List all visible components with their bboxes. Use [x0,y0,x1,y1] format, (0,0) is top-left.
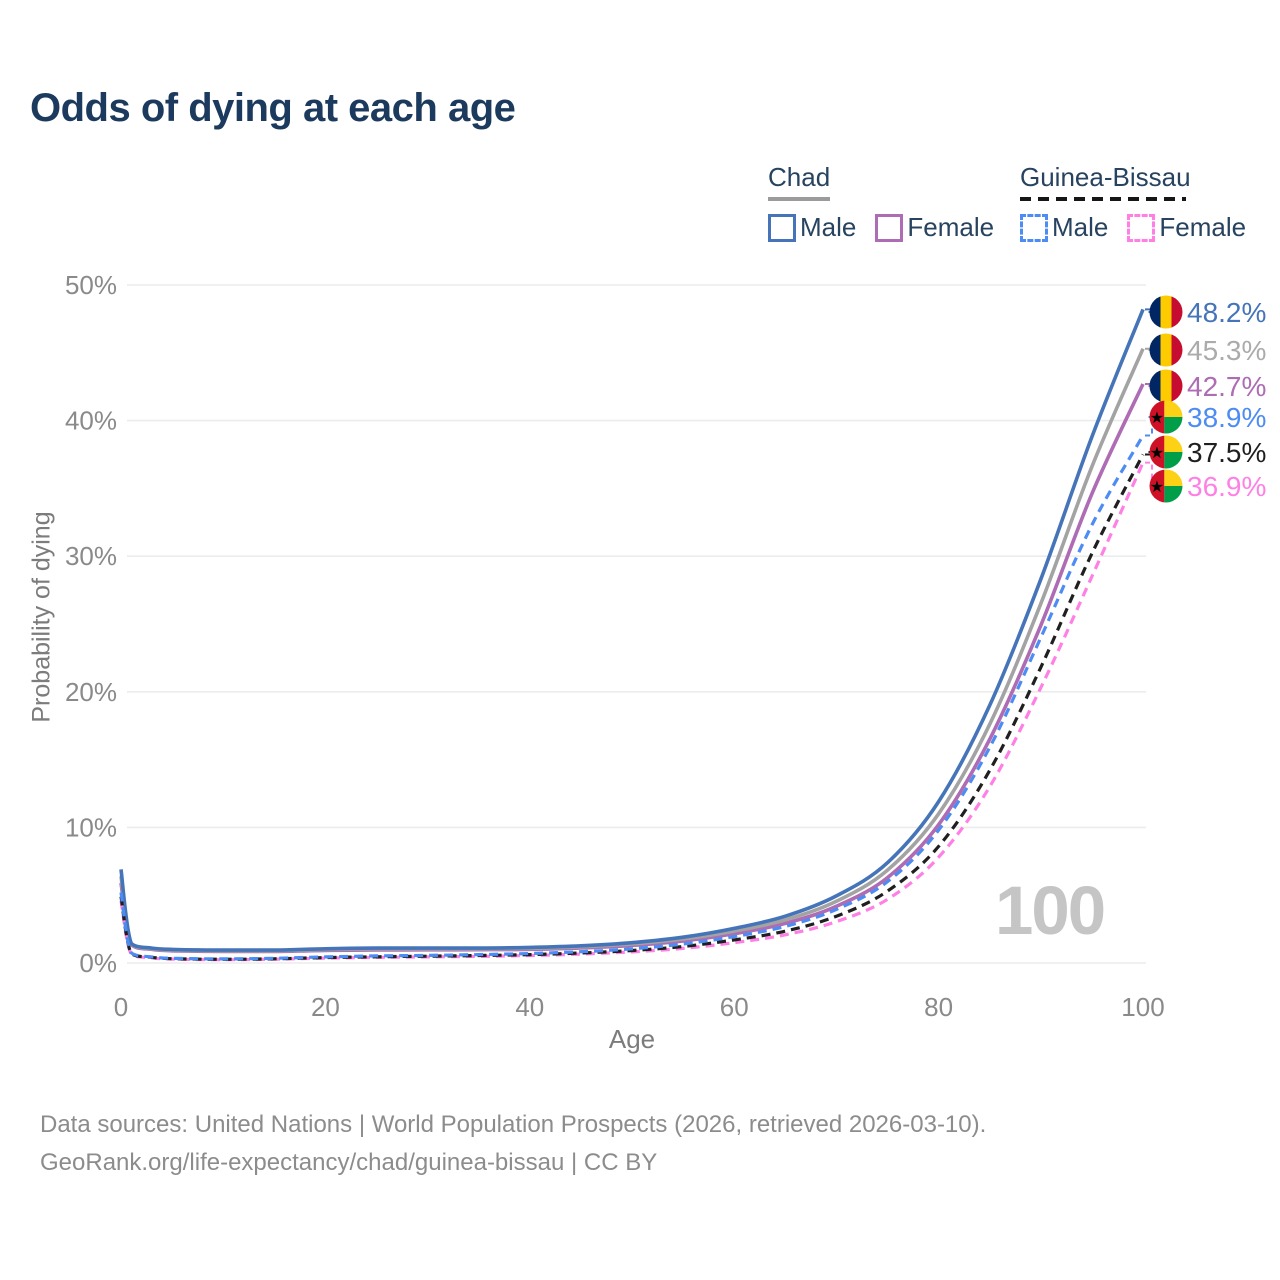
guinea-bissau-flag-icon: ★ [1149,435,1183,469]
end-value-label: 48.2% [1187,297,1266,328]
legend-label-guinea-bissau-male: Male [1052,212,1109,242]
source-note: Data sources: United Nations | World Pop… [40,1106,986,1182]
end-label-connector [1145,461,1153,487]
x-tick-label: 20 [311,992,340,1022]
legend-item-guinea-bissau-female[interactable]: Female [1127,212,1246,243]
guinea-bissau-flag-icon: ★ [1149,469,1183,503]
series-line-chad-male[interactable] [119,308,1145,952]
legend-item-guinea-bissau-male[interactable]: Male [1020,212,1108,243]
source-line-1: Data sources: United Nations | World Pop… [40,1111,987,1138]
y-tick-label: 0% [79,948,117,978]
chad-flag-icon [1149,295,1183,329]
end-value-label: 42.7% [1187,371,1266,402]
y-tick-label: 40% [65,406,117,436]
x-tick-label: 100 [1121,992,1164,1022]
svg-text:★: ★ [1150,445,1164,462]
legend-group-guinea-bissau: Guinea-Bissau Male Female [1020,162,1265,243]
end-value-label: 36.9% [1187,471,1266,502]
legend-swatch-chad-female [875,213,904,242]
y-tick-label: 50% [65,270,117,300]
legend-swatch-chad-male [768,213,796,242]
age-watermark: 100 [995,872,1106,949]
guinea-bissau-flag-icon: ★ [1149,400,1183,434]
series-line-chad-female[interactable] [119,383,1145,954]
svg-text:★: ★ [1150,479,1164,496]
y-axis-title: Probability of dying [27,511,56,723]
legend-chad-items: Male Female [768,212,1013,243]
legend-guinea-bissau-items: Male Female [1020,212,1265,243]
legend-guinea-bissau-underline [1020,197,1186,201]
legend-chad-underline [768,197,830,201]
legend-item-chad-female[interactable]: Female [875,212,994,243]
x-axis-title: Age [608,1024,656,1054]
legend-item-chad-male[interactable]: Male [768,212,856,243]
y-tick-label: 20% [65,677,117,707]
end-value-label: 45.3% [1187,335,1266,366]
legend-label-chad-female: Female [907,212,995,242]
series-line-chad-both-sexes[interactable] [119,347,1145,953]
x-tick-label: 80 [924,992,953,1022]
chad-flag-icon [1149,369,1183,403]
series-line-guinea-bissau-male[interactable] [119,434,1145,961]
legend-group-chad-label: Chad [768,162,831,192]
y-tick-label: 10% [65,812,117,842]
legend-group-guinea-bissau-label: Guinea-Bissau [1020,162,1191,192]
legend-swatch-guinea-bissau-male [1020,213,1048,242]
legend-label-chad-male: Male [800,212,857,242]
series-line-guinea-bissau-female[interactable] [119,461,1145,962]
legend-swatch-guinea-bissau-female [1127,213,1156,242]
x-tick-label: 40 [515,992,544,1022]
x-tick-label: 0 [114,992,128,1022]
legend-group-chad: Chad Male Female [768,162,1013,243]
svg-text:★: ★ [1150,410,1164,427]
end-value-label: 38.9% [1187,402,1266,433]
x-tick-label: 60 [720,992,749,1022]
y-tick-label: 30% [65,541,117,571]
source-line-2: GeoRank.org/life-expectancy/chad/guinea-… [40,1149,658,1176]
page-title: Odds of dying at each age [30,86,516,130]
legend-label-guinea-bissau-female: Female [1159,212,1247,242]
end-value-label: 37.5% [1187,437,1266,468]
chad-flag-icon [1149,333,1183,367]
